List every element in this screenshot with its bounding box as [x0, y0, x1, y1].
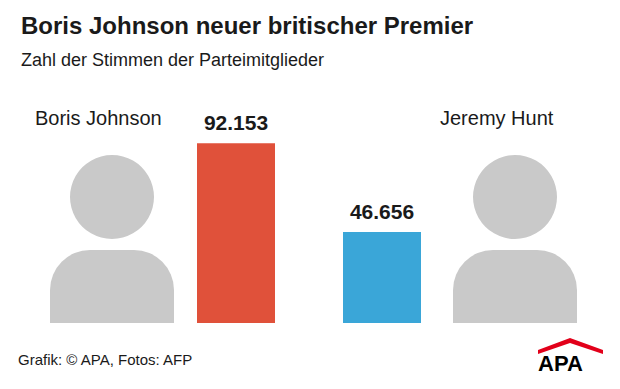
svg-text:92.153: 92.153 [204, 111, 268, 134]
svg-text:46.656: 46.656 [350, 200, 414, 223]
svg-text:Jeremy Hunt: Jeremy Hunt [440, 107, 554, 129]
svg-text:APA: APA [538, 351, 583, 376]
svg-text:Boris Johnson: Boris Johnson [35, 107, 162, 129]
svg-text:Zahl der Stimmen der Parteimit: Zahl der Stimmen der Parteimitglieder [21, 50, 324, 70]
svg-text:Grafik: © APA, Fotos: AFP: Grafik: © APA, Fotos: AFP [18, 351, 192, 368]
svg-text:Boris Johnson neuer britischer: Boris Johnson neuer britischer Premier [21, 12, 473, 39]
